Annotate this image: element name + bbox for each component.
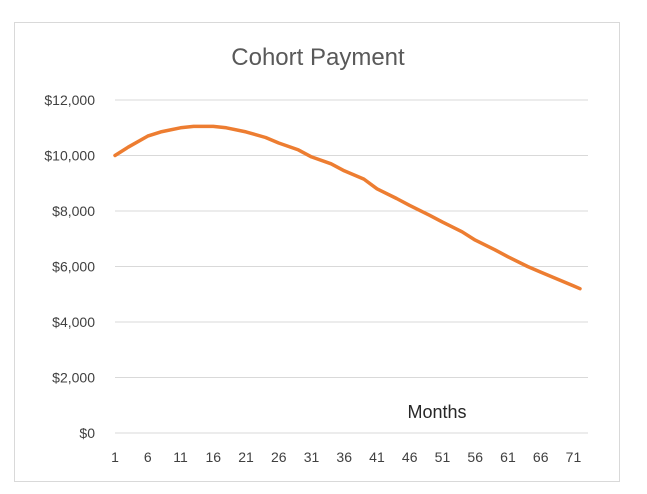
- y-tick-label: $0: [79, 425, 95, 441]
- x-tick-label: 1: [111, 449, 119, 465]
- x-tick-label: 56: [467, 449, 483, 465]
- x-tick-label: 66: [533, 449, 549, 465]
- y-tick-label: $8,000: [52, 203, 95, 219]
- x-tick-label: 46: [402, 449, 418, 465]
- months-annotation: Months: [407, 402, 466, 422]
- x-tick-label: 16: [205, 449, 221, 465]
- x-tick-label: 51: [435, 449, 451, 465]
- series-line: [113, 124, 582, 291]
- chart-title: Cohort Payment: [231, 44, 405, 71]
- x-axis-tick-labels: 1 6 11 16 21 26 31 36 41 46 51 56 61 66 71: [111, 449, 581, 465]
- x-tick-label: 36: [336, 449, 352, 465]
- x-tick-label: 21: [238, 449, 254, 465]
- y-tick-label: $4,000: [52, 314, 95, 330]
- chart-svg: Cohort Payment $0 $2,000 $4,000 $6,000 $8,00…: [44, 44, 588, 465]
- x-tick-label: 31: [304, 449, 320, 465]
- y-tick-label: $10,000: [44, 148, 95, 164]
- gridlines: [115, 99, 588, 434]
- y-tick-label: $2,000: [52, 370, 95, 386]
- x-tick-label: 41: [369, 449, 385, 465]
- series-layer: [113, 124, 582, 291]
- chart-frame: Cohort Payment $0 $2,000 $4,000 $6,000 $8,00…: [14, 22, 620, 482]
- x-tick-label: 26: [271, 449, 287, 465]
- y-axis-tick-labels: $0 $2,000 $4,000 $6,000 $8,000 $10,000 $12,000: [44, 92, 95, 441]
- x-tick-label: 11: [173, 449, 188, 465]
- x-tick-label: 71: [566, 449, 582, 465]
- x-tick-label: 6: [144, 449, 152, 465]
- x-tick-label: 61: [500, 449, 516, 465]
- y-tick-label: $6,000: [52, 259, 95, 275]
- y-tick-label: $12,000: [44, 92, 95, 108]
